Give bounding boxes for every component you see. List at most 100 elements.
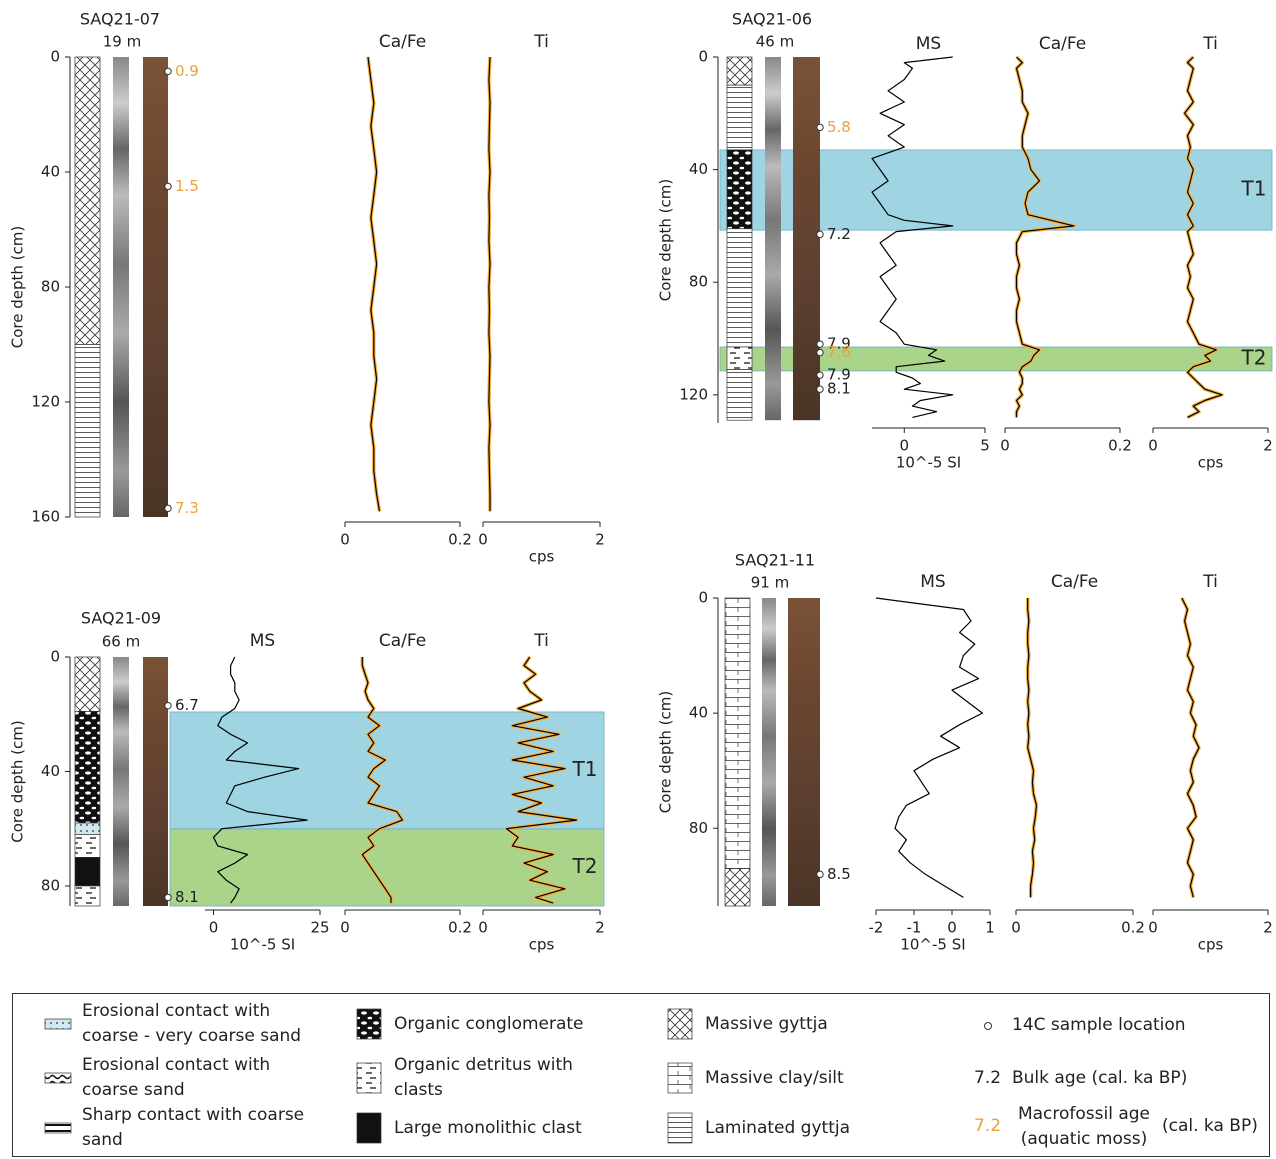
core-photo — [788, 598, 820, 906]
y-tick-label: 80 — [689, 273, 708, 291]
x-tick-label: 0 — [1011, 919, 1021, 937]
x-tick-label: 0 — [478, 531, 488, 549]
lithology-unit — [74, 856, 101, 887]
sample-location — [164, 67, 172, 76]
event-label: T2 — [1241, 345, 1267, 369]
y-tick-label: 120 — [31, 393, 60, 411]
age-label: 7.2 — [827, 225, 851, 243]
event-band — [719, 346, 1273, 372]
curve — [488, 56, 491, 512]
y-tick-label: 0 — [50, 648, 60, 666]
x-tick-label: 2 — [595, 919, 605, 937]
x-tick-label: 25 — [310, 919, 329, 937]
curve — [1184, 56, 1223, 418]
lithology-unit — [724, 597, 751, 869]
sample-location — [816, 385, 824, 393]
lithology-unit — [74, 822, 101, 835]
track-title: Ca/Fe — [1051, 572, 1098, 592]
curve — [1181, 597, 1200, 898]
y-axis-label: Core depth (cm) — [9, 720, 27, 842]
curve — [212, 656, 308, 904]
sample-location — [816, 870, 824, 879]
y-tick-label: 40 — [689, 704, 708, 722]
legend-label: Organic detritus with clasts — [394, 1055, 573, 1100]
track-title: MS — [916, 34, 941, 54]
legend-label: Massive gyttja — [705, 1013, 828, 1034]
sample-location — [164, 504, 172, 513]
lithology-unit — [726, 228, 753, 348]
lithology-unit — [726, 369, 753, 421]
track-title: Ti — [1202, 34, 1218, 54]
lithology-unit — [74, 711, 101, 824]
x-tick-label: 0.2 — [1121, 919, 1145, 937]
event-label: T2 — [572, 854, 598, 878]
age-label: 8.1 — [175, 888, 199, 906]
sample-location — [816, 348, 824, 357]
y-tick-label: 120 — [679, 385, 708, 403]
core-photo — [793, 57, 820, 421]
age-label: 6.7 — [175, 696, 199, 714]
x-tick-label: 0 — [900, 437, 910, 455]
age-label: 0.9 — [175, 62, 199, 80]
legend-box — [12, 993, 1270, 1157]
legend-label: (cal. ka BP) — [1162, 1116, 1258, 1136]
track-title: Ti — [533, 631, 549, 651]
core-depth-label: 91 m — [751, 574, 789, 592]
age-label: 7.3 — [175, 499, 199, 517]
x-tick-label: -1 — [907, 919, 922, 937]
x-axis-label: cps — [529, 936, 555, 954]
y-axis-label: Core depth (cm) — [9, 226, 27, 348]
core-photo — [143, 57, 168, 517]
core-depth-label: 19 m — [103, 33, 141, 51]
legend-label: Bulk age (cal. ka BP) — [1012, 1068, 1188, 1088]
core-title: SAQ21-07 — [80, 10, 160, 29]
core-depth-label: 46 m — [756, 33, 794, 51]
age-label: 7.9 — [827, 335, 851, 353]
x-tick-label: 0 — [478, 919, 488, 937]
legend-label: Massive clay/silt — [705, 1067, 844, 1088]
sample-location — [164, 182, 172, 191]
grayscale-image — [113, 57, 129, 517]
legend-label: Laminated gyttja — [705, 1117, 851, 1138]
y-tick-label: 40 — [689, 160, 708, 178]
core-depth-label: 66 m — [102, 633, 140, 651]
sample-location — [816, 123, 824, 132]
track-title: MS — [920, 572, 945, 592]
x-tick-label: 0 — [340, 531, 350, 549]
x-axis-label: cps — [529, 548, 555, 566]
x-tick-label: 2 — [1263, 437, 1273, 455]
lithology-unit — [726, 149, 753, 230]
x-tick-label: 1 — [985, 919, 995, 937]
curve — [1027, 598, 1038, 898]
lithology-unit — [74, 834, 101, 858]
event-label: T1 — [572, 757, 598, 781]
track-title: MS — [250, 631, 275, 651]
y-axis-label: Core depth (cm) — [657, 691, 675, 813]
x-tick-label: 0 — [209, 919, 219, 937]
legend-label: 14C sample location — [1012, 1015, 1186, 1035]
grayscale-image — [762, 598, 776, 906]
curve — [1015, 56, 1075, 418]
sample-location — [816, 371, 824, 379]
x-axis-label: 10^-5 SI — [230, 936, 295, 954]
legend-label: Large monolithic clast — [394, 1117, 582, 1138]
lithology-unit — [724, 868, 751, 907]
x-tick-label: 0 — [1148, 437, 1158, 455]
track-title: Ti — [1202, 572, 1218, 592]
y-tick-label: 0 — [698, 589, 708, 607]
y-tick-label: 40 — [41, 163, 60, 181]
curve — [367, 56, 381, 512]
lithology-unit — [74, 344, 101, 518]
age-label: 8.1 — [827, 380, 851, 398]
x-tick-label: 0 — [947, 919, 957, 937]
legend-label: Organic conglomerate — [394, 1013, 584, 1034]
track-title: Ti — [533, 32, 549, 52]
y-tick-label: 80 — [41, 278, 60, 296]
sample-location — [164, 893, 172, 902]
y-tick-label: 0 — [50, 48, 60, 66]
event-label: T1 — [1241, 177, 1267, 201]
track-title: Ca/Fe — [379, 631, 426, 651]
grayscale-image — [113, 657, 129, 906]
